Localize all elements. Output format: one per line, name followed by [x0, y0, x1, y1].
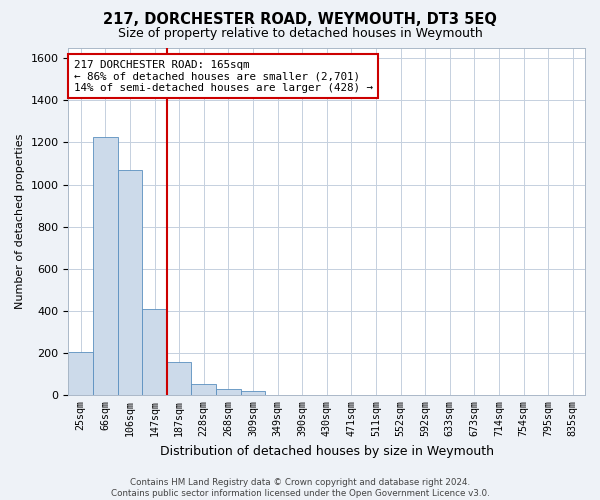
Bar [191, 384, 216, 396]
Bar [216, 389, 241, 396]
Text: 217 DORCHESTER ROAD: 165sqm
← 86% of detached houses are smaller (2,701)
14% of : 217 DORCHESTER ROAD: 165sqm ← 86% of det… [74, 60, 373, 93]
Text: Size of property relative to detached houses in Weymouth: Size of property relative to detached ho… [118, 28, 482, 40]
Text: 217, DORCHESTER ROAD, WEYMOUTH, DT3 5EQ: 217, DORCHESTER ROAD, WEYMOUTH, DT3 5EQ [103, 12, 497, 28]
Bar [142, 309, 167, 396]
Bar [167, 362, 191, 396]
Bar [241, 391, 265, 396]
Y-axis label: Number of detached properties: Number of detached properties [15, 134, 25, 309]
X-axis label: Distribution of detached houses by size in Weymouth: Distribution of detached houses by size … [160, 444, 494, 458]
Bar [118, 170, 142, 396]
Bar [68, 352, 93, 396]
Text: Contains HM Land Registry data © Crown copyright and database right 2024.
Contai: Contains HM Land Registry data © Crown c… [110, 478, 490, 498]
Bar [93, 137, 118, 396]
